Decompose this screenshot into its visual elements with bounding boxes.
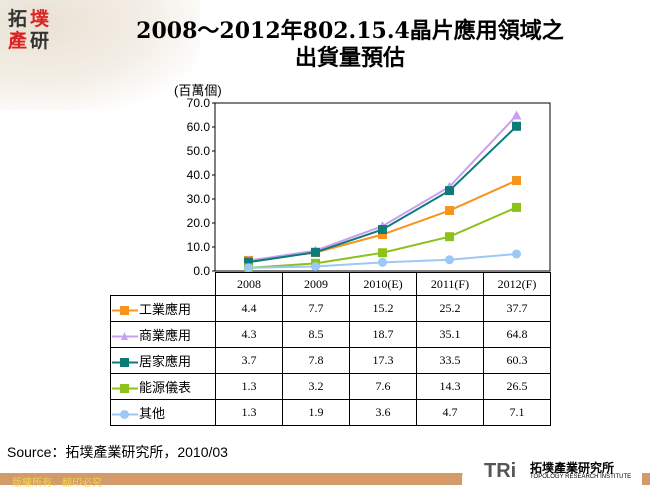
x-tick-label: 2009 <box>282 272 350 296</box>
logo: 拓 墣 產 研 <box>8 8 52 56</box>
data-label: 35.1 <box>416 321 484 348</box>
plot-area <box>214 102 551 272</box>
y-tick-label: 20.0 <box>187 216 211 230</box>
data-point <box>511 110 522 120</box>
data-point <box>244 257 253 267</box>
data-label: 7.8 <box>282 347 350 374</box>
legend-marker-icon <box>112 409 138 419</box>
legend-entry: 商業應用 <box>110 321 216 348</box>
data-label: 3.6 <box>349 399 417 426</box>
data-label: 1.3 <box>215 373 283 400</box>
title-line-2: 出貨量預估 <box>294 45 405 71</box>
data-label: 18.7 <box>349 321 417 348</box>
data-label: 4.4 <box>215 295 283 322</box>
series-name: 工業應用 <box>139 302 192 318</box>
table-row: 能源儀表 1.3 3.2 7.6 14.3 26.5 <box>110 373 551 400</box>
x-tick-label: 2010(E) <box>349 272 417 296</box>
y-axis-label: (百萬個) <box>174 83 222 98</box>
data-label: 15.2 <box>349 295 417 322</box>
corner <box>110 272 216 296</box>
page-title: 2008～2012年802.15.4晶片應用領域之 出貨量預估 <box>90 18 610 72</box>
copyright-text: 版權所有．翻印必究 <box>12 478 102 489</box>
x-tick-label: 2008 <box>215 272 283 296</box>
data-label: 33.5 <box>416 347 484 374</box>
title-line-1: 2008～2012年802.15.4晶片應用領域之 <box>136 18 564 44</box>
logo-char: 拓 <box>8 8 28 30</box>
tri-logo: TRi 拓墣產業研究所 TOPOLOGY RESEARCH INSTITUTE <box>462 458 642 485</box>
data-label: 3.2 <box>282 373 350 400</box>
data-point <box>378 224 387 234</box>
legend-entry: 居家應用 <box>110 347 216 374</box>
data-label: 17.3 <box>349 347 417 374</box>
logo-char: 研 <box>30 30 50 52</box>
legend-marker-icon <box>112 305 138 315</box>
data-point <box>445 186 454 196</box>
data-label: 25.2 <box>416 295 484 322</box>
data-point <box>378 257 387 267</box>
data-label: 7.6 <box>349 373 417 400</box>
data-point <box>445 206 454 216</box>
background-map <box>0 0 200 110</box>
series-line-2 <box>248 125 518 264</box>
source-note: Source：拓墣產業研究所，2010/03 <box>7 444 228 460</box>
y-tick-label: 10.0 <box>187 240 211 254</box>
data-label: 7.7 <box>282 295 350 322</box>
y-tick-label: 50.0 <box>187 144 211 158</box>
legend-marker-icon <box>112 383 138 393</box>
data-point <box>311 247 320 257</box>
data-label: 1.3 <box>215 399 283 426</box>
data-label: 60.3 <box>483 347 551 374</box>
legend-marker-icon <box>112 357 138 367</box>
data-label: 26.5 <box>483 373 551 400</box>
data-point <box>445 232 454 242</box>
data-point <box>378 248 387 258</box>
data-point <box>512 176 521 186</box>
logo-char: 墣 <box>30 8 50 30</box>
data-point <box>512 249 521 259</box>
series-name: 能源儀表 <box>139 380 192 396</box>
legend-entry: 其他 <box>110 399 216 426</box>
data-point <box>378 230 387 240</box>
data-label: 4.7 <box>416 399 484 426</box>
table-row: 其他 1.3 1.9 3.6 4.7 7.1 <box>110 399 551 426</box>
data-table: 2008 2009 2010(E) 2011(F) 2012(F) 工業應用 4.4 7.7 1… <box>110 272 551 426</box>
y-tick-label: 60.0 <box>187 120 211 134</box>
data-point <box>244 263 253 273</box>
y-tick-label: 30.0 <box>187 192 211 206</box>
y-tick-label: 40.0 <box>187 168 211 182</box>
data-label: 7.1 <box>483 399 551 426</box>
series-name: 居家應用 <box>139 354 192 370</box>
data-label: 1.9 <box>282 399 350 426</box>
data-label: 37.7 <box>483 295 551 322</box>
data-label: 8.5 <box>282 321 350 348</box>
org-en: TOPOLOGY RESEARCH INSTITUTE <box>530 474 632 480</box>
data-point <box>311 261 320 271</box>
table-header: 2008 2009 2010(E) 2011(F) 2012(F) <box>110 272 551 296</box>
x-tick-label: 2011(F) <box>416 272 484 296</box>
tri-abbr: TRi <box>484 460 517 482</box>
table-row: 居家應用 3.7 7.8 17.3 33.5 60.3 <box>110 347 551 374</box>
table-row: 工業應用 4.4 7.7 15.2 25.2 37.7 <box>110 295 551 322</box>
legend-marker-icon <box>112 331 138 340</box>
data-point <box>445 255 454 265</box>
table-row: 商業應用 4.3 8.5 18.7 35.1 64.8 <box>110 321 551 348</box>
y-tick-label: 70.0 <box>187 96 211 110</box>
series-name: 商業應用 <box>139 328 192 344</box>
series-name: 其他 <box>139 406 166 422</box>
data-label: 4.3 <box>215 321 283 348</box>
org-name: 拓墣產業研究所 <box>530 461 615 475</box>
logo-char: 產 <box>8 30 28 52</box>
data-point <box>512 121 521 131</box>
legend-entry: 能源儀表 <box>110 373 216 400</box>
data-label: 64.8 <box>483 321 551 348</box>
data-point <box>512 202 521 212</box>
data-label: 14.3 <box>416 373 484 400</box>
x-tick-label: 2012(F) <box>483 272 551 296</box>
legend-entry: 工業應用 <box>110 295 216 322</box>
data-label: 3.7 <box>215 347 283 374</box>
